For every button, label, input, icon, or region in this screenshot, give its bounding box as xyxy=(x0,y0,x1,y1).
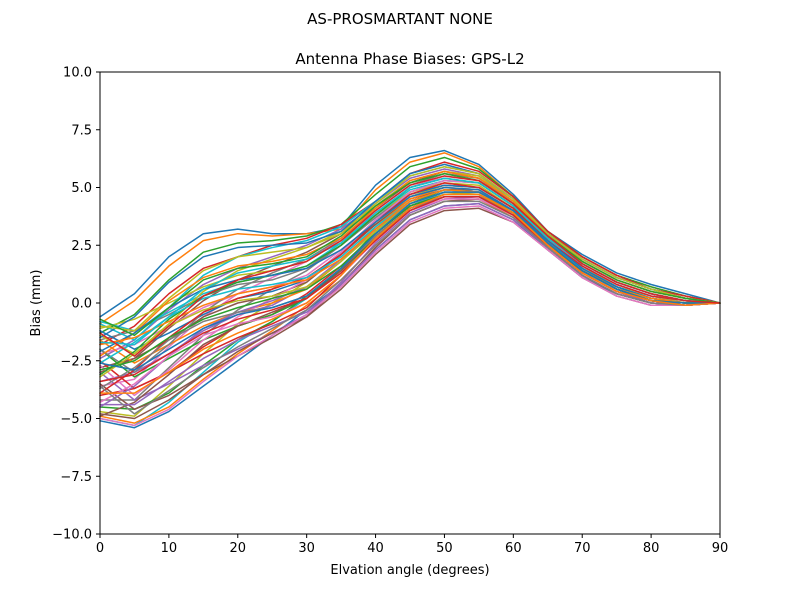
y-tick-label: 0.0 xyxy=(71,297,92,312)
series-line-11 xyxy=(99,202,721,429)
x-tick-label: 60 xyxy=(505,541,522,556)
series-line-34 xyxy=(99,182,721,394)
y-tick-label: −10.0 xyxy=(52,528,92,543)
x-tick-label: 30 xyxy=(298,541,315,556)
series-line-48 xyxy=(99,200,721,415)
series-line-19 xyxy=(99,182,721,330)
x-tick-label: 50 xyxy=(436,541,453,556)
x-tick-label: 10 xyxy=(161,541,178,556)
series-line-36 xyxy=(99,195,721,417)
x-tick-label: 90 xyxy=(712,541,729,556)
series-line-53 xyxy=(99,172,721,337)
x-axis-label: Elvation angle (degrees) xyxy=(330,563,489,578)
x-tick-label: 70 xyxy=(574,541,591,556)
y-tick-label: 2.5 xyxy=(71,239,92,254)
chart-title: Antenna Phase Biases: GPS-L2 xyxy=(295,50,524,68)
y-axis-label: Bias (mm) xyxy=(29,270,44,337)
x-tick-label: 0 xyxy=(96,541,104,556)
x-tick-label: 20 xyxy=(230,541,247,556)
y-tick-label: −5.0 xyxy=(60,412,92,427)
y-tick-label: −2.5 xyxy=(60,354,92,369)
y-tick-label: −7.5 xyxy=(60,470,92,485)
y-axis: −10.0 −7.5 −5.0 −2.5 0.0 2.5 5.0 7.5 10.0 xyxy=(52,66,100,543)
x-tick-label: 80 xyxy=(643,541,660,556)
y-tick-label: 10.0 xyxy=(63,66,92,81)
series-line-1 xyxy=(99,149,721,318)
y-tick-label: 7.5 xyxy=(71,123,92,138)
x-axis: 0 10 20 30 40 50 60 70 80 90 xyxy=(96,534,728,556)
series-line-47 xyxy=(99,205,721,427)
y-tick-label: 5.0 xyxy=(71,181,92,196)
series-line-54 xyxy=(99,175,721,357)
x-tick-label: 40 xyxy=(367,541,384,556)
series-line-49 xyxy=(99,165,721,332)
series-layer xyxy=(99,149,721,429)
series-line-52 xyxy=(99,193,721,394)
figure-suptitle: AS-PROSMARTANT NONE xyxy=(307,10,493,28)
series-line-51 xyxy=(99,191,721,371)
plot-area xyxy=(99,71,721,535)
